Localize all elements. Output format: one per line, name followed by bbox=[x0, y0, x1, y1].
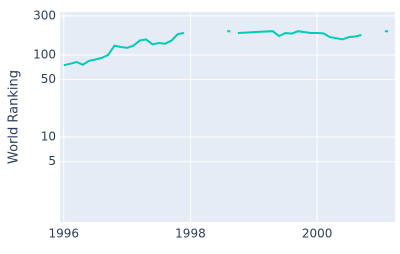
x-tick-label: 1996 bbox=[49, 227, 80, 241]
plot-area bbox=[60, 12, 395, 222]
y-axis-title: World Ranking bbox=[7, 70, 22, 164]
y-tick-label: 300 bbox=[33, 8, 56, 22]
x-tick-label: 2000 bbox=[302, 227, 333, 241]
y-tick-label: 100 bbox=[33, 47, 56, 61]
line bbox=[63, 30, 388, 67]
x-tick-label: 1998 bbox=[175, 227, 206, 241]
y-tick-label: 50 bbox=[41, 72, 56, 86]
y-tick-label: 5 bbox=[48, 154, 56, 168]
y-tick-label: 10 bbox=[41, 129, 56, 143]
